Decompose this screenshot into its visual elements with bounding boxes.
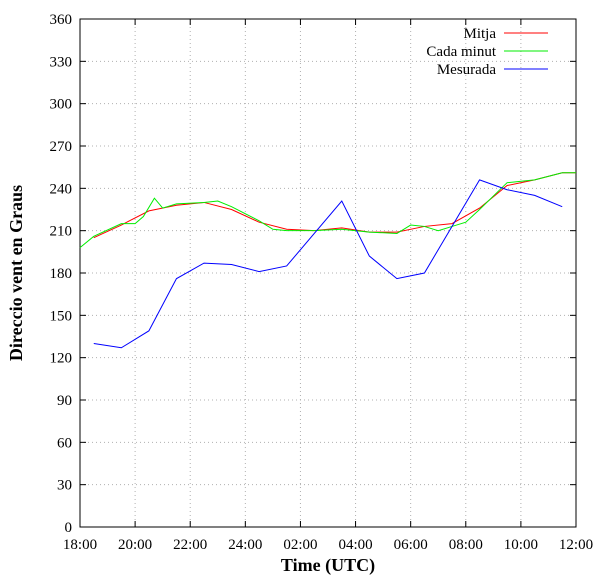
x-tick-label: 18:00 — [63, 537, 97, 553]
y-tick-label: 330 — [50, 54, 73, 70]
y-tick-label: 90 — [57, 393, 72, 409]
y-tick-label: 30 — [57, 478, 72, 494]
x-tick-label: 20:00 — [118, 537, 152, 553]
series-line — [79, 172, 576, 248]
legend-label: Mitja — [464, 26, 497, 42]
y-tick-label: 210 — [50, 224, 73, 240]
y-tick-label: 240 — [50, 181, 73, 197]
plot-frame — [79, 18, 577, 528]
x-tick-label: 08:00 — [449, 537, 483, 553]
y-tick-label: 360 — [50, 12, 73, 28]
y-axis-title: Direccio vent en Graus — [6, 185, 26, 361]
y-tick-label: 0 — [65, 520, 73, 536]
x-tick-label: 04:00 — [338, 537, 372, 553]
y-tick-label: 120 — [50, 351, 73, 367]
y-tick-label: 270 — [50, 139, 73, 155]
y-tick-label: 150 — [50, 308, 73, 324]
y-tick-label: 60 — [57, 435, 72, 451]
x-tick-label: 12:00 — [559, 537, 593, 553]
y-tick-label: 300 — [50, 97, 73, 113]
series-line — [93, 179, 563, 349]
x-tick-label: 02:00 — [283, 537, 317, 553]
x-tick-label: 10:00 — [504, 537, 538, 553]
legend-label: Cada minut — [426, 44, 496, 60]
x-tick-label: 22:00 — [173, 537, 207, 553]
x-tick-label: 24:00 — [228, 537, 262, 553]
legend-label: Mesurada — [437, 62, 496, 78]
x-axis-title: Time (UTC) — [281, 555, 375, 576]
x-tick-label: 06:00 — [394, 537, 428, 553]
series-line — [93, 172, 576, 239]
y-tick-label: 180 — [50, 266, 73, 282]
